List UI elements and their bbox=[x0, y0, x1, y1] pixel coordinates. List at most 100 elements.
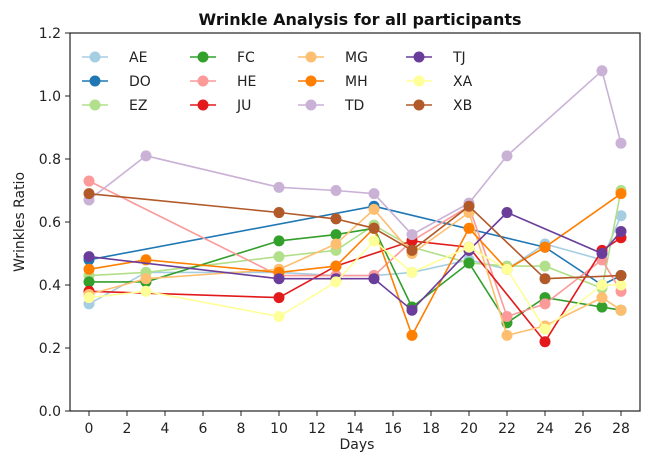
data-point-mg bbox=[368, 203, 380, 215]
data-point-mg bbox=[330, 238, 342, 250]
series-line-he bbox=[88, 180, 622, 318]
y-tick-label: 0.8 bbox=[39, 152, 61, 168]
legend-marker bbox=[89, 75, 101, 87]
data-point-xa bbox=[273, 311, 285, 322]
legend: AE DO EZ FC HE JU MG MH TD TJ XA XB bbox=[82, 50, 473, 114]
data-point-fc bbox=[83, 276, 95, 288]
legend-item-ju: JU bbox=[190, 98, 251, 114]
chart-title: Wrinkle Analysis for all participants bbox=[198, 10, 521, 29]
data-point-td bbox=[501, 150, 513, 162]
legend-label: XB bbox=[453, 98, 472, 114]
x-tick-label: 28 bbox=[612, 421, 630, 437]
y-tick-label: 0.4 bbox=[39, 278, 61, 294]
data-point-xb bbox=[273, 207, 285, 219]
data-point-xa bbox=[501, 263, 513, 275]
x-tick-label: 8 bbox=[237, 421, 246, 437]
legend-label: JU bbox=[236, 98, 251, 114]
data-point-xa bbox=[539, 323, 551, 335]
data-point-mh bbox=[406, 329, 418, 341]
data-point-fc bbox=[273, 235, 285, 247]
data-point-he bbox=[539, 298, 551, 310]
data-point-ez bbox=[273, 251, 285, 263]
data-point-xb bbox=[615, 270, 627, 282]
legend-item-xb: XB bbox=[406, 98, 472, 114]
data-point-fc bbox=[330, 229, 342, 241]
legend-item-tj: TJ bbox=[406, 50, 466, 66]
data-point-ae bbox=[615, 210, 627, 222]
data-point-xa bbox=[463, 241, 475, 253]
legend-marker bbox=[413, 51, 425, 63]
data-point-mg bbox=[140, 273, 152, 285]
data-point-xb bbox=[83, 188, 95, 200]
legend-item-td: TD bbox=[298, 98, 364, 114]
legend-label: TD bbox=[344, 98, 364, 114]
x-tick-label: 10 bbox=[270, 421, 288, 437]
data-point-xa bbox=[330, 276, 342, 288]
series-line-mh bbox=[88, 193, 622, 338]
x-tick-label: 26 bbox=[574, 421, 592, 437]
data-point-mg bbox=[501, 329, 513, 341]
series-line-xb bbox=[88, 192, 622, 280]
data-point-ju bbox=[273, 292, 285, 304]
legend-marker bbox=[305, 51, 317, 63]
y-tick-label: 0.6 bbox=[39, 215, 61, 231]
legend-label: MH bbox=[345, 74, 368, 90]
legend-label: XA bbox=[453, 74, 473, 90]
legend-item-mh: MH bbox=[298, 74, 368, 90]
data-point-he bbox=[83, 175, 95, 187]
data-point-td bbox=[596, 65, 608, 77]
legend-marker bbox=[197, 51, 209, 63]
legend-marker bbox=[413, 75, 425, 87]
data-point-ez bbox=[539, 260, 551, 272]
x-tick-label: 0 bbox=[85, 421, 94, 437]
x-tick-label: 24 bbox=[536, 421, 554, 437]
legend-item-xa: XA bbox=[406, 74, 473, 90]
legend-item-ae: AE bbox=[82, 50, 147, 66]
legend-marker bbox=[89, 51, 101, 63]
data-point-tj bbox=[83, 251, 95, 263]
data-point-mh bbox=[463, 222, 475, 234]
data-point-mg bbox=[615, 304, 627, 316]
data-point-td bbox=[330, 185, 342, 196]
data-point-he bbox=[501, 311, 513, 322]
data-point-xa bbox=[596, 279, 608, 291]
legend-label: DO bbox=[129, 74, 151, 90]
data-point-ju bbox=[539, 336, 551, 348]
data-point-xb bbox=[539, 273, 551, 285]
data-point-td bbox=[406, 229, 418, 241]
x-tick-label: 2 bbox=[123, 421, 132, 437]
legend-item-ez: EZ bbox=[82, 98, 147, 114]
data-point-td bbox=[140, 150, 152, 162]
data-point-fc bbox=[463, 257, 475, 269]
data-point-mg bbox=[596, 292, 608, 304]
data-point-tj bbox=[501, 207, 513, 219]
x-tick-label: 4 bbox=[161, 421, 170, 437]
legend-marker bbox=[197, 99, 209, 111]
series-line-ju bbox=[88, 237, 622, 344]
data-point-td bbox=[615, 137, 627, 149]
data-point-tj bbox=[406, 304, 418, 316]
data-point-xb bbox=[406, 244, 418, 256]
x-tick-label: 22 bbox=[498, 421, 516, 437]
data-point-mh bbox=[615, 188, 627, 200]
data-point-xb bbox=[330, 213, 342, 225]
plot-area: 0.00.20.40.60.81.01.20 2 4 6 8 10 12 14 16 18 20 22… bbox=[39, 26, 641, 437]
x-tick-label: 6 bbox=[199, 421, 208, 437]
legend-marker bbox=[413, 99, 425, 111]
legend-item-fc: FC bbox=[190, 50, 255, 66]
legend-label: TJ bbox=[452, 50, 466, 66]
data-point-td bbox=[273, 181, 285, 193]
x-tick-label: 20 bbox=[460, 421, 478, 437]
legend-label: FC bbox=[237, 50, 255, 66]
data-point-xa bbox=[615, 279, 627, 291]
data-point-mh bbox=[330, 260, 342, 272]
legend-label: EZ bbox=[129, 98, 147, 114]
legend-marker bbox=[197, 75, 209, 87]
series-line-td bbox=[88, 69, 622, 236]
legend-label: HE bbox=[237, 74, 256, 90]
data-point-fc bbox=[596, 301, 608, 313]
legend-label: AE bbox=[129, 50, 147, 66]
y-tick-label: 1.0 bbox=[39, 89, 61, 105]
data-point-tj bbox=[596, 248, 608, 259]
